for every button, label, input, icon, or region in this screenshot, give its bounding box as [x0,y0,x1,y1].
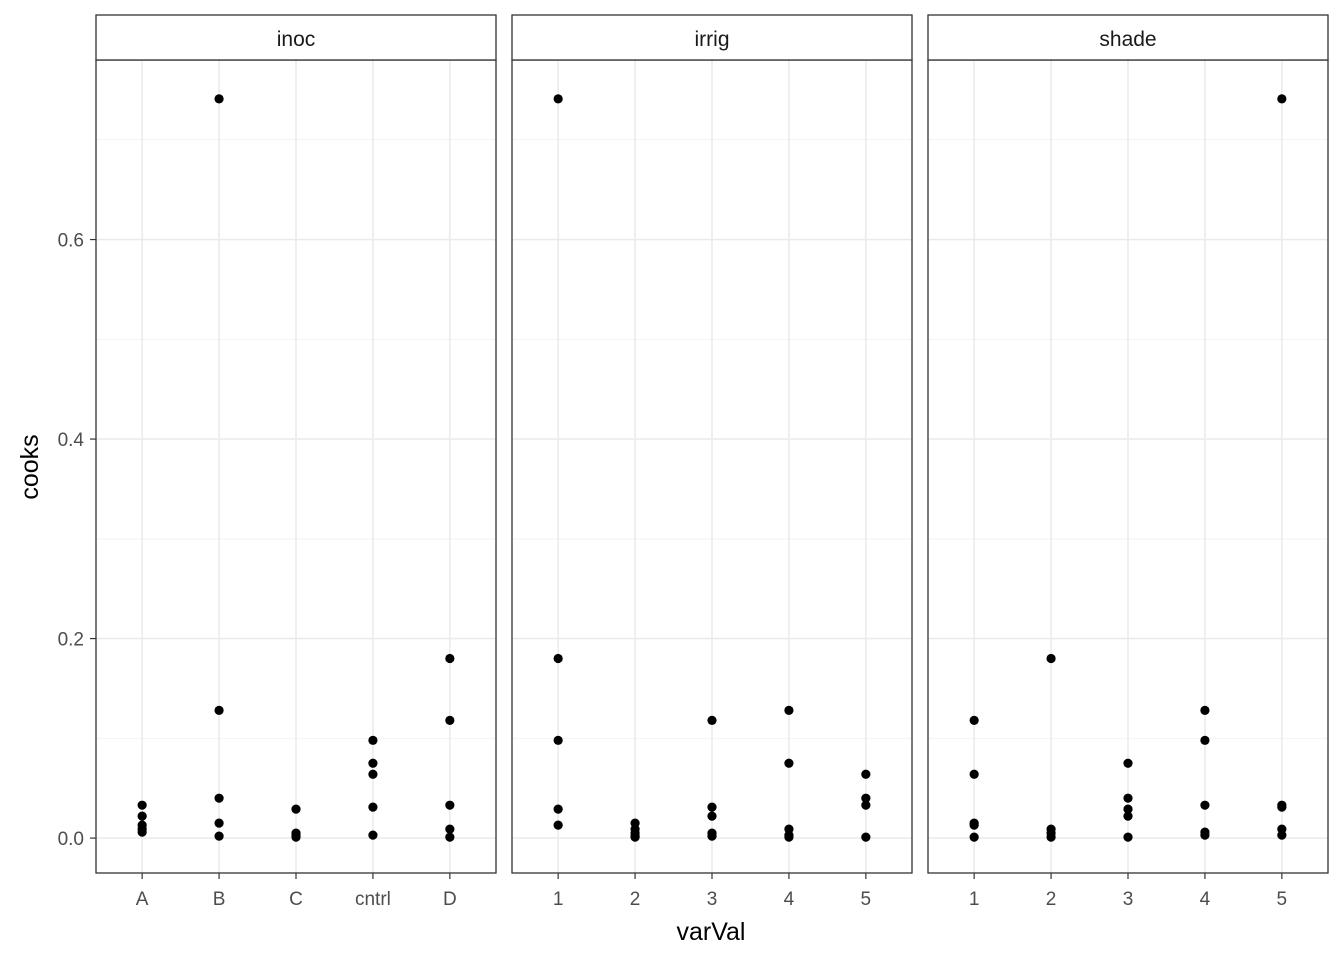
data-point [707,831,717,841]
facet-panel-shade: 1 2 3 4 5 shade [927,14,1329,910]
data-point [1277,802,1287,812]
x-tick-label: A [136,889,149,910]
x-tick-label: 3 [1123,889,1134,910]
data-point [1046,832,1056,842]
data-point [1200,800,1210,810]
data-point [707,811,717,821]
data-point [707,715,717,725]
x-tick-label: 4 [1200,889,1211,910]
data-point [1277,830,1287,840]
data-point [553,735,563,745]
x-tick-label: B [213,889,226,910]
data-point [553,804,563,814]
data-point [861,793,871,803]
data-point [784,758,794,768]
data-point [1123,811,1133,821]
x-tick-label: C [289,889,303,910]
data-point [214,818,224,828]
y-tick-label: 0.6 [58,231,84,252]
data-point [1123,793,1133,803]
data-point [445,653,455,664]
data-point [784,705,794,716]
facet-strip-label: shade [1099,28,1156,51]
x-tick-label: cntrl [355,889,391,910]
data-point [861,800,871,810]
data-point [969,820,979,830]
data-point [630,832,640,842]
facet-strip-label: irrig [695,28,730,51]
y-axis-title: cooks [16,434,44,499]
data-point [553,653,563,664]
data-point [1200,735,1210,745]
facet-strip [927,14,1329,61]
data-point [1277,94,1287,104]
data-point [1123,832,1133,842]
data-point [137,827,147,837]
x-tick-label: 5 [1277,889,1288,910]
data-point [137,811,147,821]
data-point [969,832,979,842]
data-point [368,758,378,768]
data-point [861,832,871,842]
facet-strip-label: inoc [277,28,316,51]
x-tick-label: 1 [553,889,564,910]
data-point [368,802,378,812]
x-tick-label: 3 [707,889,718,910]
data-point [291,832,301,842]
facet-strip [511,14,913,61]
data-point [969,715,979,725]
data-point [291,804,301,814]
data-point [214,705,224,716]
data-point [1046,653,1056,664]
y-axis: 0.0 0.2 0.4 0.6 [58,231,96,850]
data-point [784,832,794,842]
data-point [214,793,224,803]
data-point [707,802,717,812]
data-point [137,800,147,810]
data-point [368,830,378,840]
x-axis-title: varVal [676,918,745,946]
x-tick-label: D [443,889,457,910]
facet-strip [95,14,497,61]
data-point [445,800,455,810]
data-point [1200,705,1210,716]
data-point [214,94,224,104]
y-tick-label: 0.4 [58,430,85,451]
data-point [1123,758,1133,768]
data-point [368,735,378,745]
data-point [368,769,378,779]
x-tick-label: 5 [861,889,872,910]
data-point [445,832,455,842]
data-point [1200,830,1210,840]
data-point [861,769,871,779]
x-tick-label: 1 [969,889,980,910]
data-point [1123,804,1133,814]
data-point [553,820,563,830]
data-point [553,94,563,104]
data-point [969,769,979,779]
data-point [445,715,455,725]
x-tick-label: 2 [630,889,641,910]
facet-panel-irrig: 1 2 3 4 5 irrig [511,14,913,910]
data-point [445,824,455,834]
data-point [214,831,224,841]
y-tick-label: 0.2 [58,630,84,651]
x-tick-label: 2 [1046,889,1057,910]
x-tick-label: 4 [784,889,795,910]
y-tick-label: 0.0 [58,829,84,850]
